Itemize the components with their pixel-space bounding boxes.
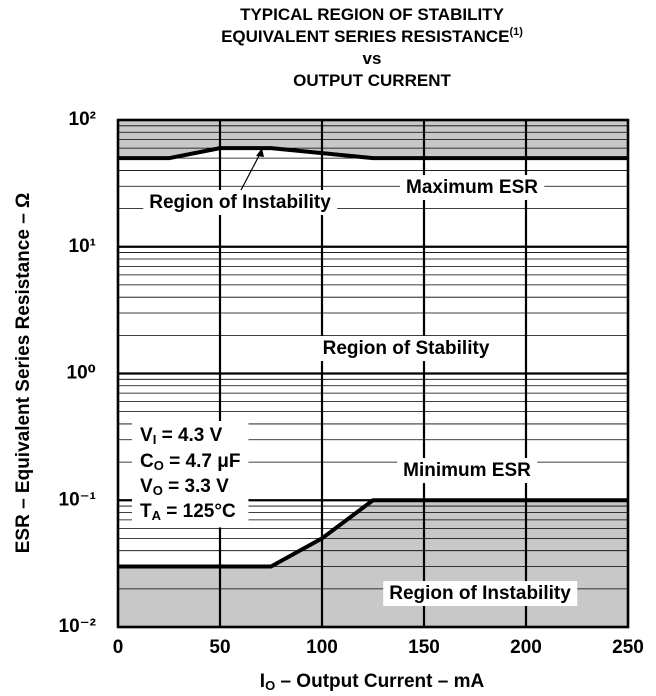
series-label: Maximum ESR [406, 177, 538, 198]
upper-instability-area [118, 120, 628, 159]
region-label-box [143, 190, 338, 216]
y-tick-label: 10¹ [69, 236, 96, 257]
series-label: Minimum ESR [403, 460, 531, 481]
region-label-box [316, 336, 496, 362]
condition-subscript: A [152, 508, 162, 523]
series-label-box [400, 175, 545, 201]
esr-line [118, 146, 628, 161]
title-line: vs [363, 49, 382, 68]
condition-text: = 125°C [161, 501, 236, 522]
x-label-subscript: O [265, 678, 275, 693]
footnote-mark: (1) [509, 26, 523, 38]
region-label: Region of Instability [149, 192, 331, 213]
y-axis-label: ESR – Equivalent Series Resistance – Ω [13, 193, 34, 554]
x-tick-label: 150 [408, 637, 440, 658]
title-text: EQUIVALENT SERIES RESISTANCE [221, 27, 509, 46]
x-tick-label: 50 [209, 637, 230, 658]
conditions-box [132, 421, 249, 528]
pointer-arrow [239, 149, 263, 193]
esr-line [118, 498, 628, 569]
x-tick-label: 100 [306, 637, 338, 658]
y-tick-label: 10⁻² [59, 616, 97, 637]
condition-symbol: C [140, 451, 154, 472]
region-label-box [383, 581, 578, 607]
condition-subscript: I [153, 432, 157, 447]
condition-text: = 3.3 V [163, 476, 229, 497]
y-tick-label: 10² [69, 109, 96, 130]
condition-subscript: O [154, 458, 164, 473]
title-text: OUTPUT CURRENT [293, 71, 451, 90]
plot-frame [116, 118, 630, 629]
x-tick-label: 250 [612, 637, 644, 658]
title: TYPICAL REGION OF STABILITY EQUIVALENT SE… [221, 5, 523, 90]
x-label-text: – Output Current – mA [275, 671, 484, 692]
x-label-symbol: I [260, 671, 265, 692]
title-line: OUTPUT CURRENT [293, 71, 451, 90]
y-tick-label: 10⁻¹ [59, 489, 97, 510]
title-line: TYPICAL REGION OF STABILITY [240, 5, 504, 24]
y-tick-label: 10⁰ [67, 363, 96, 384]
condition-subscript: O [153, 483, 163, 498]
condition-symbol: V [140, 425, 153, 446]
x-axis-label: IO – Output Current – mA [260, 671, 485, 693]
condition: VO = 3.3 V [140, 476, 229, 498]
condition-symbol: T [140, 501, 152, 522]
title-text: TYPICAL REGION OF STABILITY [240, 5, 504, 24]
region-label: Region of Stability [323, 338, 490, 359]
condition: TA = 125°C [140, 501, 236, 523]
condition: VI = 4.3 V [140, 425, 223, 447]
condition-text: = 4.3 V [156, 425, 222, 446]
x-tick-label: 0 [113, 637, 124, 658]
condition: CO = 4.7 μF [140, 451, 240, 473]
region-label: Region of Instability [389, 583, 571, 604]
pointer-head [256, 148, 264, 157]
series-label-box [397, 458, 538, 484]
x-tick-label: 200 [510, 637, 542, 658]
condition-symbol: V [140, 476, 153, 497]
condition-text: = 4.7 μF [164, 451, 241, 472]
title-text: vs [363, 49, 382, 68]
title-line: EQUIVALENT SERIES RESISTANCE(1) [221, 26, 523, 47]
